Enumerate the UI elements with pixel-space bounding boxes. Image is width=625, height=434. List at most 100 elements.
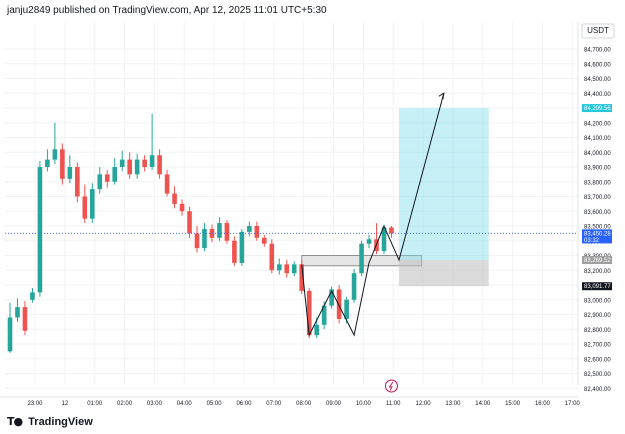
price-tick-label: 83,900.00 — [584, 166, 611, 172]
time-axis[interactable]: 23:00 12 01:00 02:00 03:00 04:00 05:00 06:00 07:… — [0, 396, 581, 407]
price-label-value: 84,299.56 — [584, 106, 611, 112]
candle-body — [22, 307, 28, 331]
chart-grid — [5, 22, 578, 389]
time-tick-label: 12:00 — [416, 401, 432, 407]
candlestick-series — [7, 113, 394, 353]
price-tick-label: 82,700.00 — [584, 343, 611, 349]
candle-body — [254, 226, 260, 238]
price-label-value: 83,269.52 — [584, 258, 611, 264]
price-tick-label: 83,800.00 — [584, 180, 611, 186]
candle-body — [366, 239, 372, 244]
candle-body — [224, 223, 230, 241]
time-tick-label: 23:00 — [27, 401, 43, 407]
currency-box — [581, 23, 615, 39]
price-tick-label: 84,400.00 — [584, 92, 611, 98]
price-tick-label: 84,000.00 — [584, 151, 611, 157]
price-tick-label: 84,200.00 — [584, 121, 611, 127]
price-tick-label: 83,500.00 — [584, 225, 611, 231]
price-label-countdown: 03:32 — [584, 238, 600, 244]
candle-body — [232, 240, 237, 263]
candle-body — [30, 292, 35, 300]
candle-body — [37, 167, 43, 293]
candle-body — [52, 149, 58, 160]
price-label-box — [582, 255, 612, 264]
candle-body — [75, 167, 80, 197]
chart-annotations — [301, 108, 489, 287]
candle-body — [314, 324, 319, 336]
time-tick-label: 09:00 — [326, 401, 342, 407]
price-axis[interactable]: USDT 84,700.00 84,600.00 84,500.00 84,400.00… — [577, 22, 615, 393]
price-tick-label: 83,700.00 — [584, 195, 611, 201]
candle-body — [67, 167, 73, 179]
time-tick-label: 01:00 — [87, 401, 103, 407]
price-chart[interactable]: USDT 84,700.00 84,600.00 84,500.00 84,400.00… — [0, 20, 625, 412]
candle-body — [359, 243, 364, 274]
pattern-path — [301, 93, 445, 337]
time-tick-label: 12 — [62, 401, 69, 407]
chart-overlay — [5, 92, 578, 393]
tradingview-mark-icon: 𝗧● — [7, 415, 23, 428]
candle-body — [299, 264, 305, 291]
candle-body — [179, 203, 185, 212]
candle-body — [149, 155, 155, 167]
publish-info: janju2849 published on TradingView.com, … — [7, 5, 327, 16]
currency-label: USDT — [587, 26, 609, 35]
candle-body — [239, 231, 245, 263]
candle-body — [269, 243, 275, 271]
stop-box — [398, 259, 489, 287]
candle-body — [7, 317, 13, 352]
time-tick-label: 02:00 — [117, 401, 133, 407]
candle-body — [284, 264, 290, 274]
price-tick-label: 83,600.00 — [584, 210, 611, 216]
time-tick-label: 11:00 — [386, 401, 401, 407]
price-label-box — [582, 104, 612, 113]
candle-body — [89, 189, 95, 219]
time-tick-label: 17:00 — [565, 401, 581, 407]
time-tick-label: 08:00 — [296, 401, 312, 407]
candle-body — [276, 264, 282, 271]
candle-body — [157, 155, 162, 175]
candle-body — [291, 264, 297, 274]
price-tick-label: 84,500.00 — [584, 77, 611, 83]
candle-body — [329, 289, 334, 306]
candle-body — [172, 193, 177, 204]
price-label-box — [582, 229, 612, 244]
candle-body — [134, 159, 140, 175]
time-tick-label: 16:00 — [535, 401, 551, 407]
tradingview-logo[interactable]: 𝗧● TradingView — [7, 415, 93, 428]
price-tick-label: 82,400.00 — [584, 387, 611, 393]
price-tick-label: 82,600.00 — [584, 357, 611, 363]
candle-body — [104, 174, 110, 182]
candle-body — [112, 167, 118, 182]
price-tick-label: 84,700.00 — [584, 48, 611, 54]
candle-body — [336, 289, 342, 319]
candle-body — [217, 223, 222, 238]
candle-body — [381, 227, 387, 252]
candle-body — [60, 149, 65, 179]
time-tick-label: 13:00 — [445, 401, 461, 407]
time-tick-label: 05:00 — [207, 401, 223, 407]
price-label-value: 83,450.28 — [584, 231, 611, 237]
candle-body — [119, 159, 125, 167]
flash-bolt-icon — [388, 381, 394, 391]
candle-body — [262, 237, 267, 244]
candle-body — [321, 305, 327, 325]
time-tick-label: 06:00 — [236, 401, 252, 407]
time-tick-label: 10:00 — [356, 401, 372, 407]
candle-body — [142, 159, 147, 167]
candle-body — [15, 307, 20, 318]
time-tick-label: 07:00 — [266, 401, 282, 407]
candle-body — [202, 228, 207, 249]
brand-label: TradingView — [28, 416, 93, 428]
candle-body — [187, 211, 192, 234]
time-tick-label: 14:00 — [475, 401, 491, 407]
price-label-value: 83,091.77 — [584, 284, 611, 290]
candle-body — [344, 299, 349, 319]
time-tick-label: 04:00 — [177, 401, 193, 407]
arrow-head-icon — [438, 92, 445, 100]
time-tick-label: 15:00 — [505, 401, 521, 407]
candle-body — [389, 227, 394, 234]
candle-body — [97, 174, 103, 190]
candle-body — [306, 290, 312, 336]
publish-header: janju2849 published on TradingView.com, … — [0, 0, 625, 20]
